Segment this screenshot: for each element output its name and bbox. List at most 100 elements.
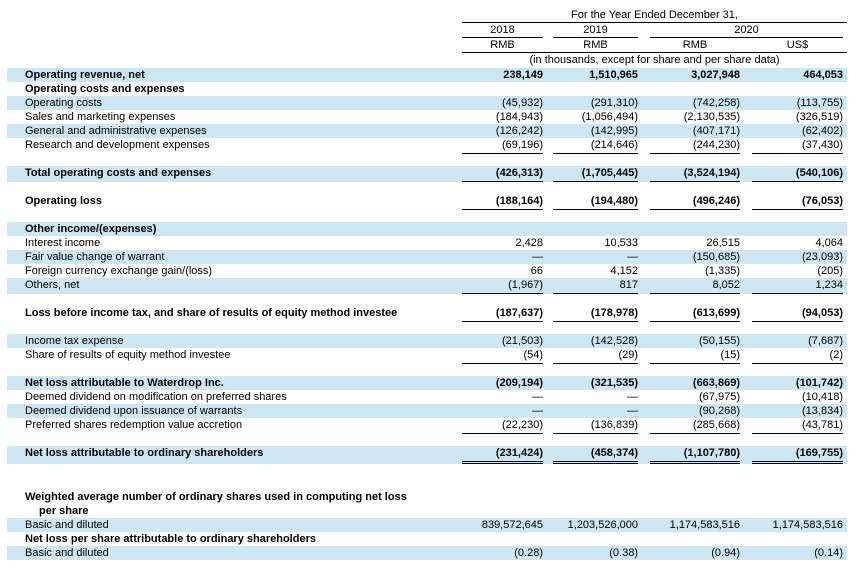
value-cell: (194,480) <box>553 194 638 210</box>
table-row: Deemed dividend on modification on prefe… <box>7 390 847 404</box>
value-cell <box>462 504 543 518</box>
value-cell <box>462 532 543 546</box>
row-label: Total operating costs and expenses <box>25 167 212 179</box>
value-cell: (2) <box>752 348 843 364</box>
table-row: Operating revenue, net 238,149 1,510,965 3,… <box>7 68 847 82</box>
value-cell: 839,572,645 <box>481 519 543 531</box>
value-cell: (45,932) <box>502 97 543 109</box>
currency-row: RMB RMB RMB US$ <box>462 38 847 53</box>
value-cell: — <box>627 391 638 403</box>
row-label: Income tax expense <box>25 335 124 347</box>
value-cell: — <box>627 251 638 263</box>
table-row: Loss before income tax, and share of res… <box>7 306 847 322</box>
value-cell: 4,064 <box>815 237 843 249</box>
table-row: per share <box>7 504 847 518</box>
table-header: For the Year Ended December 31, 2018 201… <box>462 8 847 67</box>
value-cell: (742,258) <box>692 97 740 109</box>
period-title: For the Year Ended December 31, <box>462 8 847 23</box>
table-row: Operating costs and expenses <box>7 82 847 96</box>
value-cell: (90,268) <box>699 405 740 417</box>
value-cell: (321,535) <box>590 377 638 389</box>
row-spacer <box>7 434 847 446</box>
value-cell: (209,194) <box>495 377 543 389</box>
value-cell: (458,374) <box>553 446 638 464</box>
value-cell: 1,203,526,000 <box>567 519 638 531</box>
table-row: Foreign currency exchange gain/(loss) 66 4… <box>7 264 847 278</box>
row-spacer <box>7 294 847 306</box>
value-cell: (1,967) <box>462 278 543 294</box>
value-cell: (184,943) <box>495 111 543 123</box>
row-label: Weighted average number of ordinary shar… <box>25 491 407 503</box>
table-row: Operating loss (188,164) (194,480) (496,246… <box>7 194 847 210</box>
value-cell: 8,052 <box>650 278 740 294</box>
value-cell: (169,755) <box>752 446 843 464</box>
row-label: Research and development expenses <box>25 139 210 151</box>
table-row: Net loss attributable to Waterdrop Inc. (… <box>7 376 847 390</box>
row-label: Operating revenue, net <box>25 69 145 81</box>
value-cell: 1,510,965 <box>589 69 638 81</box>
table-row: Other income/(expenses) <box>7 222 847 236</box>
value-cell: 817 <box>553 278 638 294</box>
row-label: Preferred shares redemption value accret… <box>25 419 243 431</box>
value-cell: (113,755) <box>796 97 843 109</box>
value-cell: (101,742) <box>795 377 843 389</box>
value-cell: (187,637) <box>462 306 543 322</box>
value-cell: (205) <box>817 265 843 277</box>
row-label: Fair value change of warrant <box>25 251 165 263</box>
row-label: Deemed dividend upon issuance of warrant… <box>25 405 243 417</box>
value-cell: (94,053) <box>752 306 843 322</box>
row-spacer <box>7 154 847 166</box>
row-label: Net loss attributable to Waterdrop Inc. <box>25 377 224 389</box>
currency-usd-2020: US$ <box>786 39 809 51</box>
row-label: Deemed dividend on modification on prefe… <box>25 391 287 403</box>
value-cell <box>650 504 740 518</box>
value-cell: (22,230) <box>462 418 543 434</box>
currency-rmb-2020: RMB <box>682 39 708 51</box>
value-cell: (136,839) <box>553 418 638 434</box>
currency-rmb-2018: RMB <box>490 39 515 51</box>
value-cell: (10,418) <box>802 391 843 403</box>
value-cell: 2,428 <box>515 237 543 249</box>
row-spacer <box>7 464 847 490</box>
row-label: Basic and diluted <box>25 519 109 531</box>
value-cell: (1,335) <box>705 265 740 277</box>
value-cell: (188,164) <box>462 194 543 210</box>
value-cell: 238,149 <box>503 69 543 81</box>
value-cell <box>752 490 843 504</box>
row-spacer <box>7 182 847 194</box>
value-cell: — <box>532 391 543 403</box>
value-cell: (69,196) <box>462 138 543 154</box>
value-cell <box>650 490 740 504</box>
row-spacer <box>7 210 847 222</box>
income-statement-table: For the Year Ended December 31, 2018 201… <box>7 8 847 560</box>
value-cell: (150,685) <box>692 251 740 263</box>
table-row: Weighted average number of ordinary shar… <box>7 490 847 504</box>
value-cell <box>553 82 638 96</box>
value-cell: 1,174,583,516 <box>772 519 843 531</box>
value-cell: (15) <box>650 348 740 364</box>
value-cell: (426,313) <box>462 166 543 182</box>
value-cell: (326,519) <box>795 111 843 123</box>
value-cell: 26,515 <box>706 237 740 249</box>
value-cell: (291,310) <box>590 97 638 109</box>
value-cell: (540,106) <box>752 166 843 182</box>
row-label: Basic and diluted <box>25 547 109 559</box>
value-cell <box>553 504 638 518</box>
table-row: Total operating costs and expenses (426,3… <box>7 166 847 182</box>
value-cell: — <box>532 405 543 417</box>
value-cell: — <box>627 405 638 417</box>
value-cell: (613,699) <box>650 306 740 322</box>
row-label: Operating costs <box>25 97 103 109</box>
value-cell: (285,668) <box>650 418 740 434</box>
value-cell <box>752 222 843 236</box>
value-cell: (0.94) <box>711 547 740 559</box>
value-cell: (7,687) <box>808 335 843 347</box>
value-cell: (54) <box>462 348 543 364</box>
value-cell: (29) <box>553 348 638 364</box>
value-cell: (244,230) <box>650 138 740 154</box>
value-cell: (37,430) <box>752 138 843 154</box>
table-row: Deemed dividend upon issuance of warrant… <box>7 404 847 418</box>
table-row: Operating costs (45,932) (291,310) (742,258… <box>7 96 847 110</box>
row-spacer <box>7 364 847 376</box>
value-cell: (0.38) <box>609 547 638 559</box>
